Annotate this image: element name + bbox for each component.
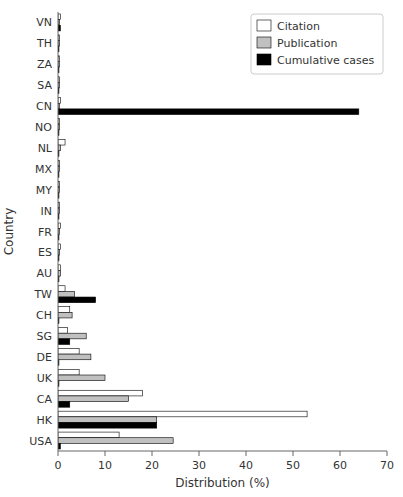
bar [58,297,96,303]
bar [58,375,105,381]
y-tick-label: DE [37,351,52,364]
bar [58,307,70,313]
y-tick-label: TH [36,37,52,50]
bar [58,390,143,396]
bar [58,438,173,444]
bar [58,417,157,423]
y-tick-label: CN [36,100,52,113]
bar [58,411,307,417]
y-tick-label: VN [36,16,52,29]
x-tick [293,451,294,456]
y-tick-label: UK [37,372,53,385]
y-tick-label: CH [36,309,52,322]
y-tick-label: HK [37,414,53,427]
x-tick-label: 60 [333,459,347,472]
bar [58,328,67,334]
x-tick-label: 0 [55,459,62,472]
x-tick-label: 10 [98,459,112,472]
x-tick [152,451,153,456]
legend: Citation Publication Cumulative cases [251,14,383,74]
chart-svg: 0 10 20 30 40 50 60 70 VN TH ZA SA CN NO NL MX MY IN FR ES A… [0,0,403,497]
chart-container: 0 10 20 30 40 50 60 70 VN TH ZA SA CN NO NL MX MY IN FR ES A… [0,0,403,497]
y-tick-label: NO [35,121,52,134]
y-tick-label: MY [36,184,52,197]
y-tick-label: FR [38,226,52,239]
bars [58,14,359,449]
legend-box [251,14,383,74]
bar [58,286,65,292]
y-tick-label: CA [37,393,53,406]
bar [58,422,157,428]
x-tick [105,451,106,456]
y-axis-title: Country [2,208,16,256]
x-tick [58,451,59,456]
y-tick-label: USA [29,435,52,448]
bar [58,402,70,408]
bar [58,312,72,318]
x-tick [246,451,247,456]
x-axis-line [58,451,387,452]
bar [58,291,74,297]
x-tick-label: 70 [380,459,394,472]
x-axis-title: Distribution (%) [175,476,270,490]
legend-label: Citation [277,20,320,33]
x-tick-label: 30 [192,459,206,472]
legend-swatch [257,37,271,48]
bar [58,354,91,360]
x-tick-label: 20 [145,459,159,472]
x-tick [340,451,341,456]
y-tick-label: SA [37,79,52,92]
y-tick-label: TW [33,288,52,301]
x-tick [387,451,388,456]
bar [58,333,86,339]
legend-label: Publication [277,37,337,50]
legend-label: Cumulative cases [277,54,375,67]
x-tick-label: 40 [239,459,253,472]
bar [58,432,119,438]
legend-swatch [257,20,271,31]
bar [58,348,79,354]
bar [58,109,359,115]
y-tick-label: MX [35,163,52,176]
x-tick [199,451,200,456]
y-axis-line [58,12,59,451]
bar [58,396,129,402]
x-tick-label: 50 [286,459,300,472]
legend-swatch [257,54,271,65]
bar [58,339,70,345]
bar [58,139,65,145]
bar [58,369,79,375]
x-axis: 0 10 20 30 40 50 60 70 [55,451,395,472]
y-tick-label: AU [36,267,52,280]
y-tick-label: ZA [37,58,53,71]
y-tick-label: IN [41,205,52,218]
y-tick-label: ES [38,246,52,259]
y-tick-label: NL [38,142,53,155]
y-tick-label: SG [36,330,52,343]
y-axis: VN TH ZA SA CN NO NL MX MY IN FR ES AU TW CH SG DE UK CA HK… [29,16,53,447]
